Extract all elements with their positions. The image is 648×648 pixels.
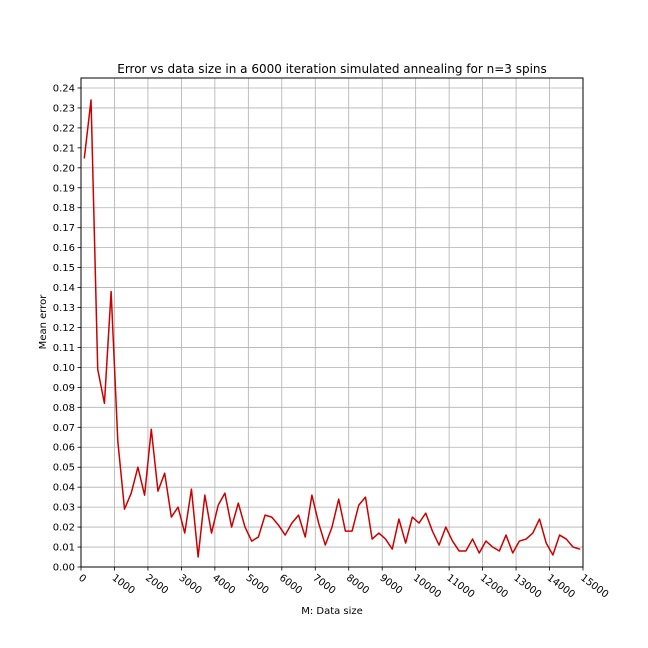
y-tick-label: 0.24 [53,83,75,94]
y-tick-label: 0.12 [53,323,75,334]
y-axis-label: Mean error [38,294,49,350]
x-tick-label: 7000 [310,573,337,597]
y-tick-label: 0.01 [53,543,75,554]
grid-layer [80,78,584,568]
y-tick-label: 0.05 [53,463,75,474]
y-tick-label: 0.09 [53,383,75,394]
x-tick-label: 15000 [578,573,610,601]
y-tick-label: 0.19 [53,183,75,194]
x-tick-label: 2000 [143,573,170,597]
y-tick-label: 0.21 [53,143,75,154]
plot-frame [80,77,584,568]
x-tick-label: 1000 [110,573,137,597]
y-tick-label: 0.02 [53,523,75,534]
x-tick-label: 5000 [244,573,271,597]
y-tick-label: 0.17 [53,223,75,234]
y-tick-label: 0.03 [53,503,75,514]
y-tick-label: 0.15 [53,263,75,274]
x-tick-label: 14000 [545,573,577,601]
y-tick-label: 0.14 [53,283,75,294]
y-tick-label: 0.16 [53,243,75,254]
y-tick-label: 0.00 [53,563,75,574]
y-tick-label: 0.04 [53,483,75,494]
x-tick-label: 10000 [411,573,443,601]
series-line [83,99,581,558]
y-tick-label: 0.20 [53,163,75,174]
y-tick-label: 0.18 [53,203,75,214]
x-tick-label: 8000 [344,573,371,597]
x-tick-label: 6000 [277,573,304,597]
y-tick-label: 0.06 [53,443,75,454]
x-tick-label: 0 [76,573,88,586]
x-tick-label: 11000 [444,573,476,601]
y-tick-label: 0.10 [53,363,75,374]
x-tick-label: 9000 [377,573,404,597]
tick-layer: 0 1000 2000 3000 4000 5000 6000 7000 8000 9000 100… [53,83,610,600]
series-layer [83,99,581,558]
y-tick-label: 0.07 [53,423,75,434]
x-tick-label: 13000 [511,573,543,601]
y-tick-label: 0.22 [53,123,75,134]
y-tick-label: 0.13 [53,303,75,314]
y-tick-label: 0.23 [53,103,75,114]
x-tick-label: 12000 [478,573,510,601]
chart-title: Error vs data size in a 6000 iteration s… [117,62,547,76]
x-axis-label: M: Data size [301,606,363,617]
x-tick-label: 4000 [210,573,237,597]
y-tick-label: 0.11 [53,343,75,354]
y-tick-label: 0.08 [53,403,75,414]
x-tick-label: 3000 [177,573,204,597]
